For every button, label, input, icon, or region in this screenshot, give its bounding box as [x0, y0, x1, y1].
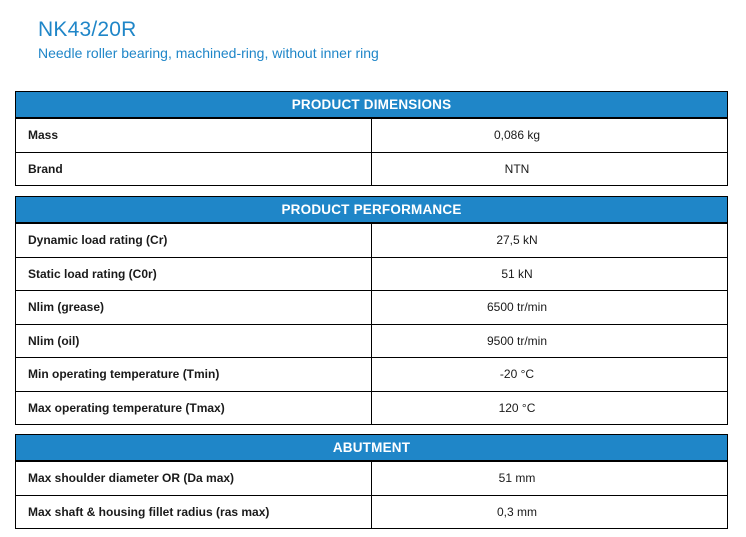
spec-value: 0,086 kg — [371, 118, 728, 153]
table-row: Max shaft & housing fillet radius (ras m… — [15, 494, 728, 529]
table-row: Nlim (oil) 9500 tr/min — [15, 323, 728, 358]
table-row: Max operating temperature (Tmax) 120 °C — [15, 390, 728, 425]
spec-value: 120 °C — [371, 390, 728, 425]
spec-label: Max shaft & housing fillet radius (ras m… — [15, 494, 372, 529]
section-header: PRODUCT DIMENSIONS — [15, 91, 728, 118]
product-subtitle: Needle roller bearing, machined-ring, wi… — [38, 45, 379, 61]
spec-table: Dynamic load rating (Cr) 27,5 kN Static … — [15, 223, 728, 425]
spec-label: Max shoulder diameter OR (Da max) — [15, 461, 372, 496]
spec-label: Mass — [15, 118, 372, 153]
spec-label: Static load rating (C0r) — [15, 256, 372, 291]
table-row: Brand NTN — [15, 151, 728, 186]
spec-value: 0,3 mm — [371, 494, 728, 529]
spec-table: Max shoulder diameter OR (Da max) 51 mm … — [15, 461, 728, 529]
spec-label: Nlim (grease) — [15, 290, 372, 325]
spec-value: 51 mm — [371, 461, 728, 496]
section-abutment: ABUTMENT Max shoulder diameter OR (Da ma… — [15, 434, 728, 529]
spec-label: Min operating temperature (Tmin) — [15, 357, 372, 392]
spec-value: 51 kN — [371, 256, 728, 291]
product-title: NK43/20R — [38, 18, 137, 41]
table-row: Static load rating (C0r) 51 kN — [15, 256, 728, 291]
spec-label: Brand — [15, 151, 372, 186]
spec-label: Dynamic load rating (Cr) — [15, 223, 372, 258]
section-product-dimensions: PRODUCT DIMENSIONS Mass 0,086 kg Brand N… — [15, 91, 728, 186]
table-row: Mass 0,086 kg — [15, 118, 728, 153]
section-header: PRODUCT PERFORMANCE — [15, 196, 728, 223]
spec-label: Max operating temperature (Tmax) — [15, 390, 372, 425]
spec-value: 9500 tr/min — [371, 323, 728, 358]
table-row: Nlim (grease) 6500 tr/min — [15, 290, 728, 325]
spec-value: 27,5 kN — [371, 223, 728, 258]
spec-label: Nlim (oil) — [15, 323, 372, 358]
spec-value: 6500 tr/min — [371, 290, 728, 325]
table-row: Max shoulder diameter OR (Da max) 51 mm — [15, 461, 728, 496]
table-row: Dynamic load rating (Cr) 27,5 kN — [15, 223, 728, 258]
section-product-performance: PRODUCT PERFORMANCE Dynamic load rating … — [15, 196, 728, 425]
spec-table: Mass 0,086 kg Brand NTN — [15, 118, 728, 186]
section-header: ABUTMENT — [15, 434, 728, 461]
spec-value: -20 °C — [371, 357, 728, 392]
spec-value: NTN — [371, 151, 728, 186]
table-row: Min operating temperature (Tmin) -20 °C — [15, 357, 728, 392]
